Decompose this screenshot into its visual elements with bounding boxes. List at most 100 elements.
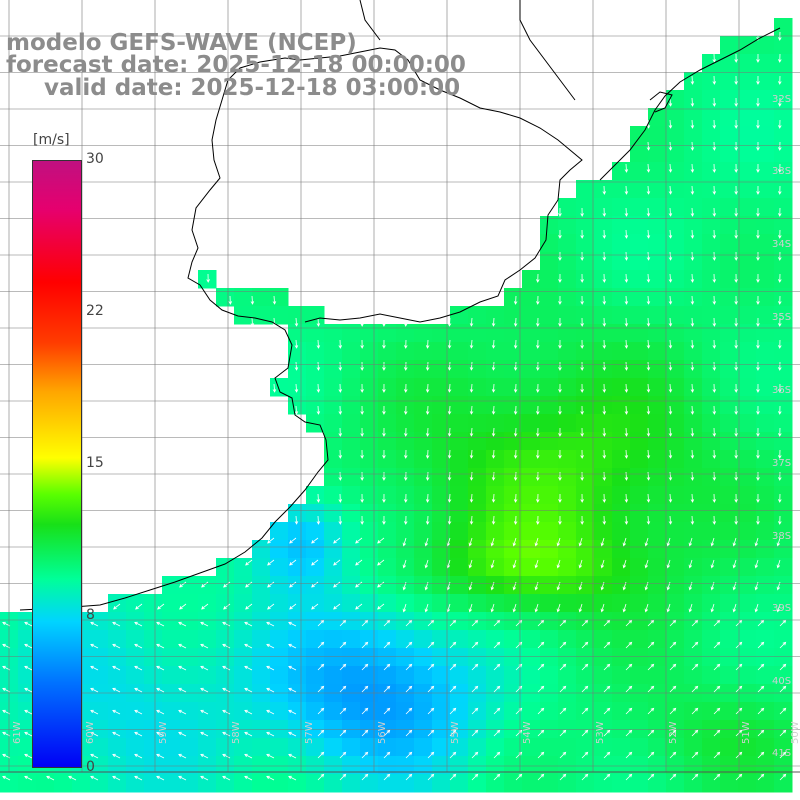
- wind-speed-cell: [666, 756, 685, 775]
- wind-speed-cell: [270, 756, 289, 775]
- wind-arrow-icon: [200, 665, 209, 671]
- wind-speed-cell: [738, 180, 757, 199]
- wind-speed-cell: [414, 342, 433, 361]
- wind-speed-cell: [234, 738, 253, 757]
- wind-speed-cell: [684, 144, 703, 163]
- wind-arrow-icon: [690, 427, 695, 437]
- wind-speed-cell: [720, 198, 739, 217]
- wind-speed-cell: [414, 630, 433, 649]
- wind-speed-cell: [648, 558, 667, 577]
- wind-arrow-icon: [646, 163, 651, 173]
- wind-arrow-icon: [490, 537, 495, 547]
- wind-arrow-icon: [361, 685, 369, 693]
- wind-speed-cell: [738, 90, 757, 109]
- wind-speed-cell: [720, 252, 739, 271]
- wind-speed-cell: [738, 126, 757, 145]
- wind-speed-cell: [594, 522, 613, 541]
- wind-speed-cell: [702, 738, 721, 757]
- wind-arrow-icon: [690, 449, 695, 459]
- wind-arrow-icon: [734, 75, 738, 85]
- wind-arrow-icon: [559, 751, 567, 759]
- wind-speed-cell: [684, 504, 703, 523]
- wind-arrow-icon: [732, 603, 737, 613]
- wind-speed-cell: [774, 216, 793, 235]
- wind-arrow-icon: [778, 383, 782, 393]
- wind-speed-cell: [342, 540, 361, 559]
- wind-arrow-icon: [756, 207, 760, 217]
- wind-speed-cell: [666, 576, 685, 595]
- wind-speed-cell: [432, 504, 451, 523]
- wind-speed-cell: [576, 648, 595, 667]
- wind-speed-cell: [720, 540, 739, 559]
- wind-arrow-icon: [338, 339, 343, 349]
- wind-speed-cell: [234, 648, 253, 667]
- wind-speed-cell: [360, 342, 379, 361]
- wind-speed-cell: [738, 414, 757, 433]
- wind-speed-cell: [486, 756, 505, 775]
- wind-arrow-icon: [360, 405, 364, 415]
- wind-arrow-icon: [339, 685, 347, 693]
- wind-speed-cell: [432, 558, 451, 577]
- wind-speed-cell: [522, 468, 541, 487]
- wind-speed-cell: [450, 576, 469, 595]
- wind-arrow-icon: [668, 471, 673, 481]
- wind-speed-cell: [648, 414, 667, 433]
- wind-arrow-icon: [355, 603, 363, 610]
- wind-arrow-icon: [339, 663, 347, 671]
- wind-speed-cell: [306, 486, 325, 505]
- wind-speed-cell: [756, 666, 775, 685]
- wind-arrow-icon: [447, 427, 452, 437]
- wind-speed-cell: [738, 360, 757, 379]
- wind-speed-cell: [414, 738, 433, 757]
- wind-speed-cell: [576, 324, 595, 343]
- wind-arrow-icon: [316, 515, 321, 525]
- wind-arrow-icon: [513, 449, 518, 459]
- colorbar-unit: [m/s]: [33, 132, 70, 148]
- wind-speed-cell: [684, 756, 703, 775]
- wind-speed-cell: [432, 342, 451, 361]
- wind-speed-cell: [342, 324, 361, 343]
- wind-arrow-icon: [383, 707, 391, 715]
- wind-speed-cell: [594, 216, 613, 235]
- wind-arrow-icon: [404, 405, 408, 415]
- wind-arrow-icon: [361, 751, 369, 759]
- wind-speed-cell: [756, 738, 775, 757]
- wind-speed-cell: [324, 774, 343, 793]
- wind-speed-cell: [288, 504, 307, 523]
- wind-speed-cell: [144, 702, 163, 721]
- wind-speed-cell: [612, 234, 631, 253]
- wind-speed-cell: [522, 432, 541, 451]
- wind-speed-cell: [684, 396, 703, 415]
- wind-speed-cell: [720, 288, 739, 307]
- wind-arrow-icon: [558, 471, 562, 481]
- wind-speed-cell: [756, 396, 775, 415]
- wind-speed-cell: [558, 198, 577, 217]
- forecast-date: forecast date: 2025-12-18 00:00:00: [6, 52, 466, 78]
- wind-speed-cell: [432, 594, 451, 613]
- wind-arrow-icon: [713, 685, 721, 693]
- wind-arrow-icon: [90, 709, 99, 715]
- wind-arrow-icon: [558, 317, 562, 327]
- wind-arrow-icon: [491, 427, 496, 437]
- wind-speed-cell: [702, 702, 721, 721]
- wind-speed-cell: [432, 576, 451, 595]
- wind-arrow-icon: [317, 685, 325, 693]
- wind-arrow-icon: [712, 141, 717, 151]
- wind-arrow-icon: [646, 295, 651, 305]
- wind-speed-cell: [468, 486, 487, 505]
- wind-arrow-icon: [405, 663, 413, 671]
- wind-speed-cell: [594, 450, 613, 469]
- wind-arrow-icon: [24, 665, 33, 671]
- wind-arrow-icon: [447, 405, 452, 415]
- lon-label: 60W: [85, 721, 96, 744]
- wind-speed-cell: [108, 648, 127, 667]
- wind-arrow-icon: [134, 687, 143, 693]
- lon-label: 56W: [377, 721, 388, 744]
- wind-speed-cell: [666, 144, 685, 163]
- wind-speed-cell: [540, 756, 559, 775]
- wind-arrow-icon: [602, 383, 607, 393]
- wind-speed-cell: [666, 126, 685, 145]
- wind-arrow-icon: [578, 603, 583, 613]
- wind-arrow-icon: [691, 685, 699, 693]
- coastline: [19, 0, 781, 611]
